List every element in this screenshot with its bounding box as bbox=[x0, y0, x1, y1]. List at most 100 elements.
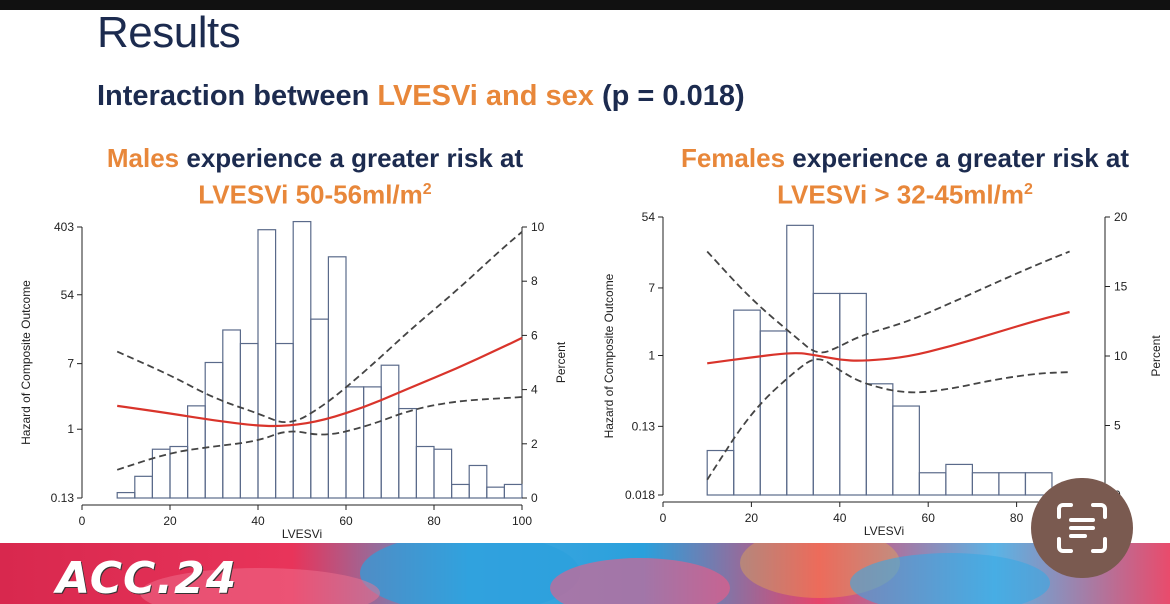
females-chart: 54710.130.01805101520020406080LVESViHaza… bbox=[585, 205, 1170, 543]
y-tick-label: 7 bbox=[648, 281, 655, 295]
y2-tick-label: 20 bbox=[1114, 210, 1128, 224]
x-tick-label: 60 bbox=[922, 511, 936, 525]
ci-upper-line bbox=[706, 250, 1070, 354]
x-tick-label: 40 bbox=[833, 511, 847, 525]
histogram-bar bbox=[116, 491, 136, 499]
histogram-bar bbox=[257, 229, 277, 499]
banner-art bbox=[0, 543, 1170, 604]
slide-subtitle: Interaction between LVESVi and sex (p = … bbox=[97, 80, 745, 113]
x-tick-label: 0 bbox=[660, 511, 667, 525]
histogram-bar bbox=[918, 472, 947, 496]
females-heading-rest: experience a greater risk at bbox=[785, 143, 1130, 173]
ci-upper-line bbox=[116, 231, 523, 424]
histogram-bar bbox=[468, 464, 488, 499]
subtitle-text-3: (p = 0.018) bbox=[593, 80, 745, 112]
histogram-bar bbox=[433, 448, 453, 499]
histogram-bar bbox=[345, 386, 365, 499]
histogram-bar bbox=[733, 309, 761, 496]
histogram-bar bbox=[451, 483, 470, 499]
y2-tick-label: 8 bbox=[531, 274, 538, 288]
histogram-bar bbox=[398, 407, 417, 499]
x-tick-label: 20 bbox=[163, 514, 177, 528]
histogram-bar bbox=[971, 472, 1000, 496]
y-tick-label: 0.13 bbox=[51, 491, 75, 505]
histogram-bar bbox=[292, 220, 312, 499]
slide-title: Results bbox=[97, 8, 241, 57]
x-axis-label: LVESVi bbox=[864, 524, 904, 538]
histogram-bar bbox=[415, 445, 435, 499]
y-tick-label: 0.018 bbox=[625, 488, 655, 502]
histogram-bar bbox=[998, 472, 1027, 496]
males-heading-rest: experience a greater risk at bbox=[179, 143, 524, 173]
females-range-sup: 2 bbox=[1023, 181, 1033, 198]
histogram-bar bbox=[839, 292, 867, 496]
y2-tick-label: 15 bbox=[1114, 280, 1128, 294]
histogram-bar bbox=[187, 405, 206, 499]
histogram-bar bbox=[786, 224, 814, 496]
acc24-logo: ACC.24 bbox=[56, 553, 238, 604]
top-bar bbox=[0, 0, 1170, 10]
histogram-bar bbox=[204, 361, 224, 499]
ci-lower-line bbox=[706, 358, 1070, 481]
males-chart: 403 54 7 1 0.13 0 2 4 6 8 10 0 20 40 60 80 100 LVESVi Haza… bbox=[0, 205, 575, 543]
x-tick-label: 40 bbox=[251, 514, 265, 528]
males-range-sup: 2 bbox=[422, 181, 432, 198]
y-axis-label: Hazard of Composite Outcome bbox=[19, 280, 33, 445]
histogram-bar bbox=[486, 486, 505, 499]
males-range: LVESVi 50-56ml/m bbox=[198, 179, 423, 210]
x-tick-label: 20 bbox=[745, 511, 759, 525]
males-heading: Males experience a greater risk at LVESV… bbox=[60, 143, 570, 211]
y2-tick-label: 10 bbox=[531, 220, 545, 234]
y-tick-label: 403 bbox=[54, 220, 74, 234]
x-tick-label: 80 bbox=[1010, 511, 1024, 525]
x-tick-label: 60 bbox=[339, 514, 353, 528]
histogram-bar bbox=[380, 364, 400, 499]
y-tick-label: 54 bbox=[642, 210, 656, 224]
x-axis-label: LVESVi bbox=[282, 527, 322, 541]
y2-tick-label: 10 bbox=[1114, 349, 1128, 363]
histogram-bar bbox=[892, 405, 920, 496]
subtitle-text-1: Interaction between bbox=[97, 80, 378, 112]
females-heading: Females experience a greater risk at LVE… bbox=[640, 143, 1170, 211]
males-label: Males bbox=[106, 143, 180, 173]
females-range: LVESVi > 32-45ml/m bbox=[777, 179, 1024, 210]
histogram-bar bbox=[134, 475, 154, 499]
y-tick-label: 0.13 bbox=[632, 419, 656, 433]
histogram-bar bbox=[1024, 472, 1053, 496]
y2-tick-label: 5 bbox=[1114, 419, 1121, 433]
females-label: Females bbox=[680, 143, 786, 173]
histogram-bar bbox=[275, 342, 294, 499]
histogram-bar bbox=[945, 463, 974, 496]
females-chart-svg: 54710.130.01805101520020406080LVESViHaza… bbox=[602, 210, 1163, 538]
y2-tick-label: 4 bbox=[531, 383, 538, 397]
y-axis-label: Hazard of Composite Outcome bbox=[602, 273, 616, 438]
hazard-curve bbox=[117, 336, 523, 428]
hazard-curve bbox=[707, 310, 1070, 365]
histogram-bar bbox=[812, 292, 841, 496]
conference-banner: ACC.24 bbox=[0, 543, 1170, 604]
y2-tick-label: 2 bbox=[531, 437, 538, 451]
y-tick-label: 54 bbox=[61, 288, 75, 302]
histogram-bar bbox=[327, 256, 347, 499]
histogram-bar bbox=[865, 383, 894, 496]
histogram-bar bbox=[222, 329, 242, 499]
histogram-bar bbox=[169, 445, 189, 499]
histogram-bar bbox=[706, 449, 735, 496]
y-tick-label: 1 bbox=[648, 349, 655, 363]
y2-tick-label: 0 bbox=[531, 491, 538, 505]
subtitle-highlight: LVESVi and sex bbox=[377, 80, 594, 112]
x-tick-label: 80 bbox=[427, 514, 441, 528]
x-tick-label: 100 bbox=[512, 514, 532, 528]
y-tick-label: 7 bbox=[67, 357, 74, 371]
y2-axis-label: Percent bbox=[554, 341, 568, 383]
histogram-bar bbox=[239, 342, 259, 499]
ci-lower-line bbox=[116, 396, 523, 471]
scan-text-button[interactable] bbox=[1031, 478, 1133, 578]
x-tick-label: 0 bbox=[79, 514, 86, 528]
y2-axis-label: Percent bbox=[1149, 335, 1163, 377]
y2-tick-label: 6 bbox=[531, 328, 538, 342]
histogram-bar bbox=[503, 483, 523, 499]
y-tick-label: 1 bbox=[67, 422, 74, 436]
scan-text-icon bbox=[1057, 503, 1107, 553]
